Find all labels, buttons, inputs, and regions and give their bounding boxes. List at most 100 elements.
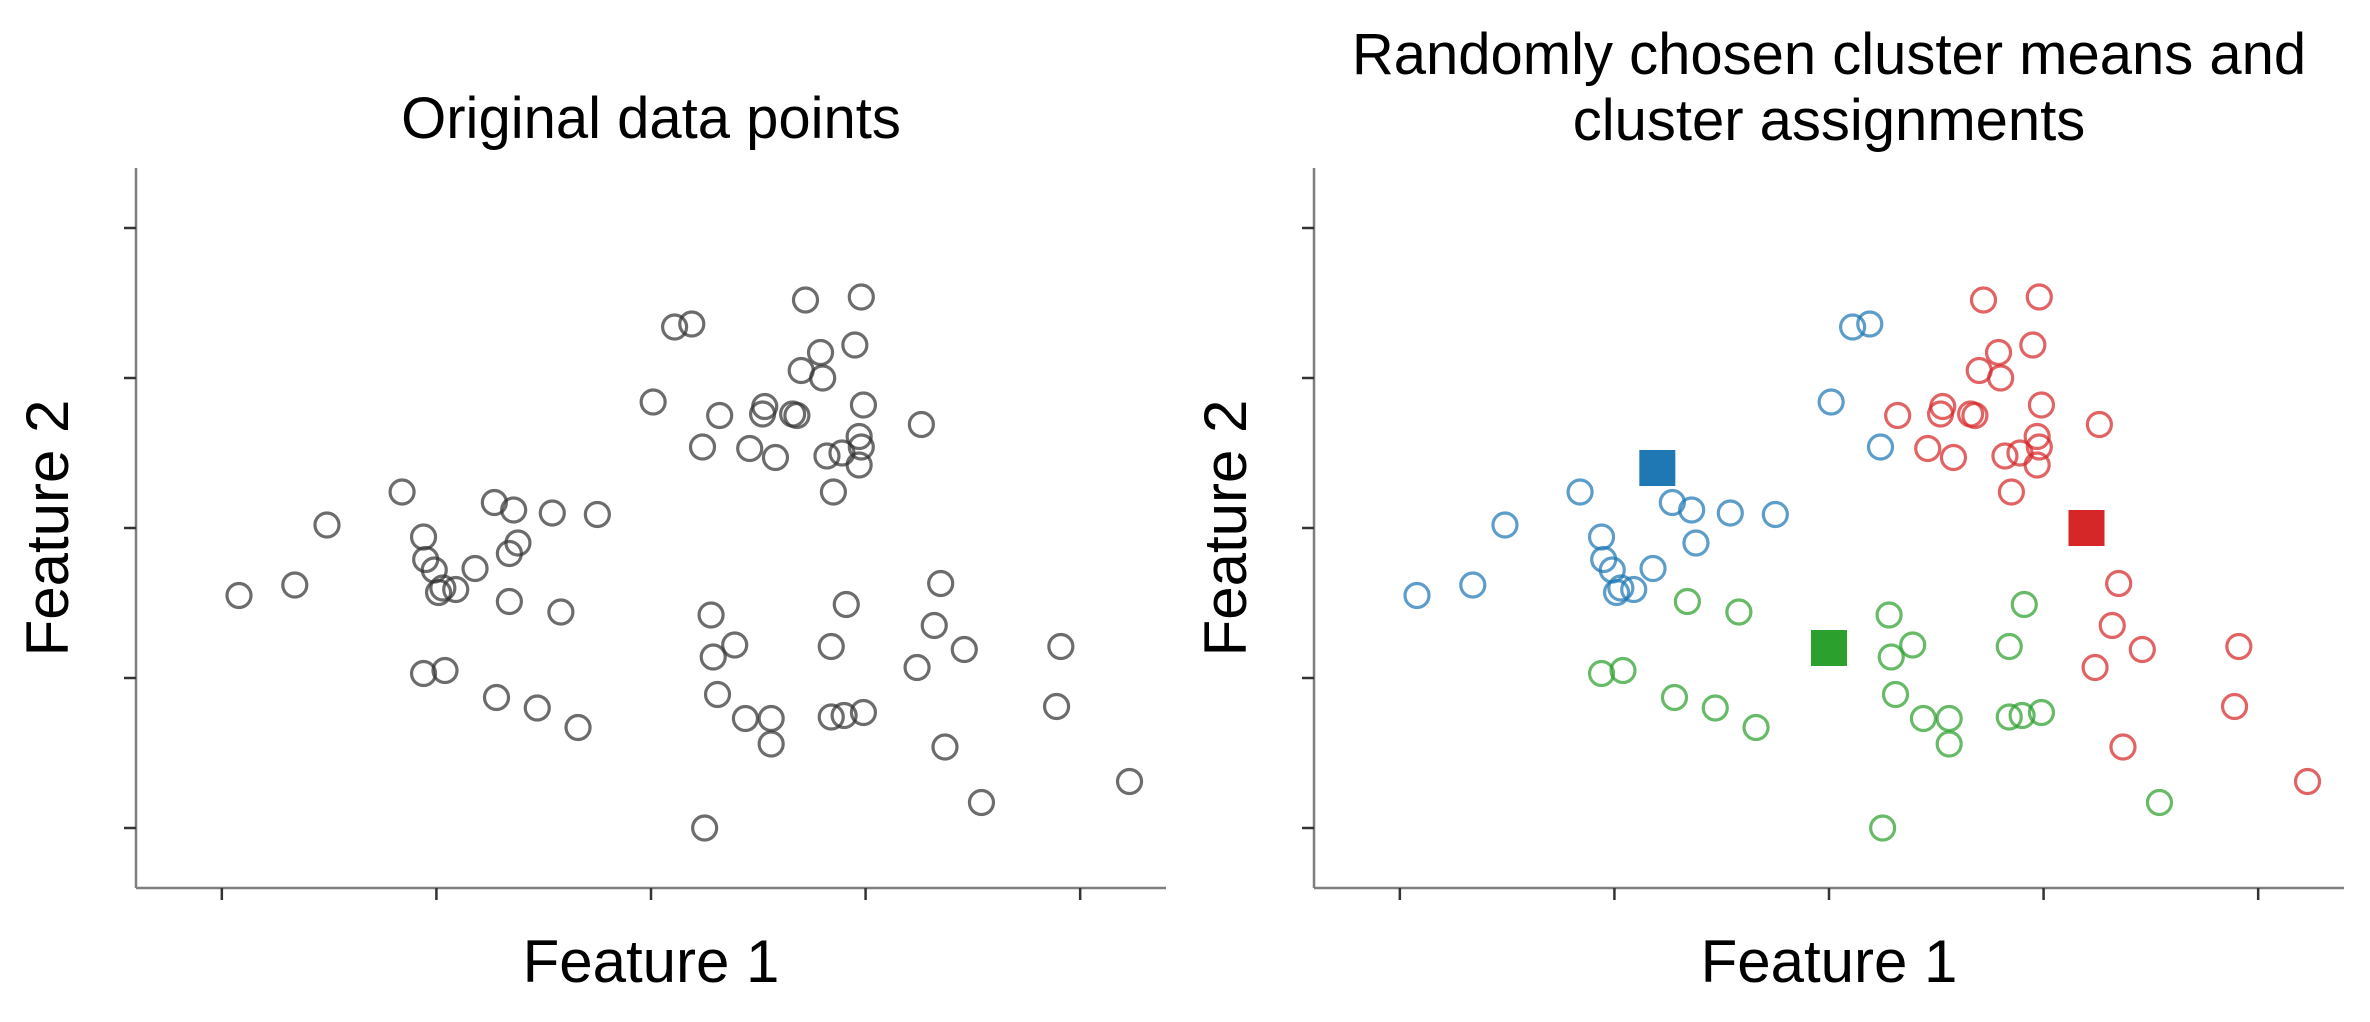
data-point	[967, 788, 996, 817]
data-point	[1607, 574, 1635, 602]
data-point	[281, 571, 309, 599]
data-point	[409, 523, 438, 551]
data-point	[1716, 499, 1744, 527]
data-point	[1869, 814, 1897, 842]
data-point	[1984, 338, 2013, 367]
data-point	[2008, 701, 2036, 730]
data-point	[2023, 451, 2051, 479]
data-point	[688, 433, 717, 461]
data-point	[927, 569, 955, 598]
data-point	[845, 451, 873, 479]
x-axis-label: Feature 1	[1701, 928, 1958, 995]
data-point	[1639, 554, 1667, 583]
data-point	[845, 422, 873, 451]
data-point	[1587, 523, 1616, 551]
data-point	[523, 694, 551, 722]
data-point	[1725, 598, 1753, 626]
data-point	[2220, 692, 2249, 721]
data-point	[2128, 635, 2156, 664]
data-point	[699, 643, 727, 671]
data-point	[1969, 286, 1998, 314]
data-point	[461, 554, 489, 583]
data-point	[819, 478, 847, 506]
data-point	[2105, 569, 2133, 598]
data-point	[1839, 313, 1867, 341]
data-point	[482, 683, 511, 712]
data-point	[1995, 703, 2023, 731]
x-axis-label: Feature 1	[523, 928, 780, 995]
data-point	[721, 631, 749, 659]
data-point	[2085, 410, 2113, 439]
data-point	[2027, 391, 2056, 419]
data-point	[2023, 422, 2051, 451]
data-point	[761, 443, 790, 472]
data-point	[1566, 478, 1594, 506]
data-point	[736, 434, 764, 463]
data-point	[547, 598, 575, 626]
data-point	[841, 331, 869, 359]
data-point	[950, 635, 978, 664]
data-point	[691, 814, 719, 842]
data-point	[583, 500, 611, 529]
data-point	[429, 574, 457, 602]
data-point	[1899, 631, 1927, 659]
data-point	[1682, 529, 1710, 557]
data-point	[1673, 587, 1701, 616]
data-point	[920, 611, 948, 640]
data-point	[1856, 310, 1884, 338]
data-point	[813, 442, 841, 470]
data-point	[1115, 767, 1144, 796]
data-point	[1660, 683, 1689, 712]
data-point	[1866, 433, 1895, 461]
data-point	[409, 659, 438, 688]
data-point	[1701, 694, 1729, 722]
data-point	[817, 632, 845, 661]
data-point	[2027, 698, 2056, 727]
chart-panel-1: Original data points Feature 1 Feature 2	[14, 86, 1166, 995]
data-point	[1403, 581, 1431, 610]
data-point	[830, 701, 858, 730]
data-point	[1881, 680, 1910, 709]
data-point	[1935, 704, 1963, 733]
data-point	[639, 388, 667, 416]
chart-title-line: Original data points	[401, 86, 901, 151]
data-point	[1909, 704, 1938, 733]
data-point	[1995, 632, 2023, 661]
data-point	[1761, 500, 1789, 529]
data-point	[809, 364, 837, 392]
data-point	[495, 587, 523, 616]
data-point	[1939, 443, 1968, 472]
data-point	[1587, 659, 1616, 688]
data-point	[1929, 392, 1957, 421]
y-axis-label: Feature 2	[1192, 400, 1259, 657]
data-point	[313, 511, 341, 539]
data-point	[1620, 575, 1648, 604]
data-point	[424, 578, 453, 607]
cluster-mean-marker	[1811, 630, 1847, 666]
data-point	[564, 713, 592, 742]
data-point	[907, 410, 935, 439]
data-point	[2293, 767, 2322, 796]
data-point	[1459, 571, 1487, 599]
data-point	[817, 703, 845, 731]
data-point	[2025, 433, 2053, 461]
data-point	[1875, 601, 1903, 629]
cluster-mean-marker	[1639, 450, 1676, 486]
data-point	[2081, 653, 2109, 682]
y-axis-label: Feature 2	[14, 400, 81, 657]
data-point	[1491, 511, 1519, 539]
data-point	[751, 392, 779, 421]
data-point	[757, 704, 785, 733]
data-point	[791, 286, 820, 314]
data-point	[1602, 578, 1631, 607]
chart-title-line: Randomly chosen cluster means and	[1352, 22, 2306, 87]
cluster-mean-marker	[2068, 510, 2105, 546]
data-point	[783, 401, 811, 430]
data-point	[1678, 496, 1706, 524]
data-point	[2010, 590, 2038, 619]
data-point	[1914, 434, 1942, 463]
data-point	[806, 338, 835, 367]
data-point	[661, 313, 689, 341]
